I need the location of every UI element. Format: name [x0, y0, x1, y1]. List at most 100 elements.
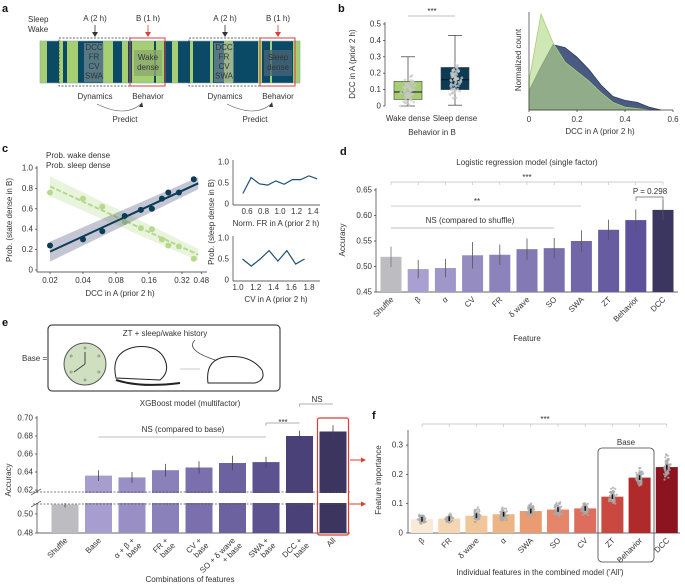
wake-epoch — [103, 41, 113, 83]
bar — [286, 436, 313, 533]
bar — [598, 229, 620, 292]
data-point — [638, 471, 641, 475]
panel-b-boxplot: 0 0.1 0.2 0.3 0.4 0.5 DCC in A (prior 2 h) Wake… — [348, 7, 478, 137]
data-point — [449, 82, 453, 86]
outcome-label: Wake — [138, 53, 159, 62]
data-point — [476, 506, 479, 509]
arrow-down-icon — [92, 32, 98, 37]
data-point — [554, 508, 557, 511]
data-point — [499, 519, 503, 522]
bar — [118, 477, 146, 533]
data-point — [613, 500, 616, 503]
data-point — [664, 462, 667, 465]
data-point — [404, 82, 408, 85]
y-tick-label: 0 — [377, 102, 382, 111]
clock-mark — [97, 354, 101, 358]
data-point — [418, 518, 421, 521]
clock-mark — [97, 370, 101, 374]
data-point — [158, 195, 165, 202]
x-tick-label: 1.4 — [307, 207, 319, 216]
data-point — [500, 513, 503, 516]
x-tick-label: 0.16 — [141, 276, 157, 285]
data-point — [533, 514, 536, 517]
data-point — [424, 520, 427, 523]
behavior-label: Behavior — [132, 92, 164, 101]
base-label: Base — [617, 438, 636, 447]
data-point — [555, 513, 558, 517]
data-point — [474, 521, 477, 524]
y-tick-label: 0.3 — [370, 52, 382, 61]
data-point — [586, 507, 589, 510]
data-point — [615, 493, 618, 496]
data-point — [408, 88, 412, 92]
x-tick-label: 0.2 — [571, 115, 583, 124]
x-tick-label: δ wave — [457, 536, 482, 561]
data-point — [402, 100, 405, 104]
data-point — [664, 453, 668, 456]
data-point — [158, 236, 165, 243]
feature-label: SWA — [85, 72, 104, 81]
outcome-label: dense — [137, 63, 159, 72]
predict-label: Predict — [113, 115, 139, 124]
y-tick-label: 0.45 — [356, 288, 372, 297]
axis-break-gap — [33, 493, 351, 503]
data-point — [529, 514, 532, 517]
bar — [625, 220, 647, 292]
data-point — [556, 511, 559, 515]
data-point — [474, 508, 477, 511]
data-point — [175, 243, 182, 250]
window-a-label: A (2 h) — [213, 14, 237, 23]
x-axis-label: Feature — [513, 334, 541, 343]
data-point — [609, 487, 613, 490]
data-point — [636, 480, 640, 484]
arrow-head-icon — [139, 102, 143, 107]
data-point — [423, 517, 426, 520]
data-point — [477, 508, 481, 511]
feature-label: DCC — [215, 43, 233, 52]
data-point — [452, 517, 455, 520]
predict-arrow — [226, 103, 272, 112]
data-point — [610, 500, 613, 503]
significance-label: *** — [522, 173, 531, 182]
x-tick-label: 0.48 — [194, 276, 210, 285]
x-tick-label: DCC — [653, 536, 672, 555]
y-tick-label: 0.64 — [17, 468, 33, 477]
base-illustration: Base = ZT + sleep/wake history — [22, 324, 281, 392]
data-point — [175, 189, 182, 196]
behavior-label: Behavior — [262, 92, 294, 101]
data-point — [448, 93, 452, 96]
mouse-shadow — [115, 379, 181, 386]
feature-label: FR — [89, 53, 100, 62]
data-point — [403, 78, 407, 82]
data-point — [499, 515, 502, 518]
bar — [543, 248, 565, 292]
window-b-box — [129, 37, 166, 87]
data-point — [501, 506, 504, 509]
dynamics-label: Dynamics — [207, 92, 242, 101]
x-tick-label: δ wave — [507, 295, 532, 320]
data-point — [402, 104, 406, 108]
x-tick-label: DCC — [649, 295, 668, 314]
y-tick-label: 0.55 — [356, 237, 372, 246]
data-point — [561, 512, 564, 516]
wake-epoch — [210, 41, 213, 83]
window-a-label: A (2 h) — [83, 14, 107, 23]
feature-label: FR — [219, 53, 230, 62]
sleep-epoch — [164, 41, 172, 83]
data-point — [530, 504, 533, 507]
data-point — [608, 500, 611, 503]
bar — [411, 519, 433, 533]
data-point — [636, 475, 640, 479]
data-point — [454, 89, 458, 92]
arrow-head-icon — [269, 102, 273, 107]
x-tick-label: 0.32 — [174, 276, 190, 285]
panel-label: e — [2, 317, 8, 329]
data-point — [641, 470, 644, 473]
data-point — [449, 513, 452, 516]
data-point — [608, 494, 612, 497]
y-axis-label: Normalized count — [514, 28, 523, 91]
bar — [434, 268, 456, 292]
data-point — [456, 87, 459, 91]
x-axis-label: Behavior in B — [408, 128, 456, 137]
ns-label: NS — [311, 395, 322, 404]
